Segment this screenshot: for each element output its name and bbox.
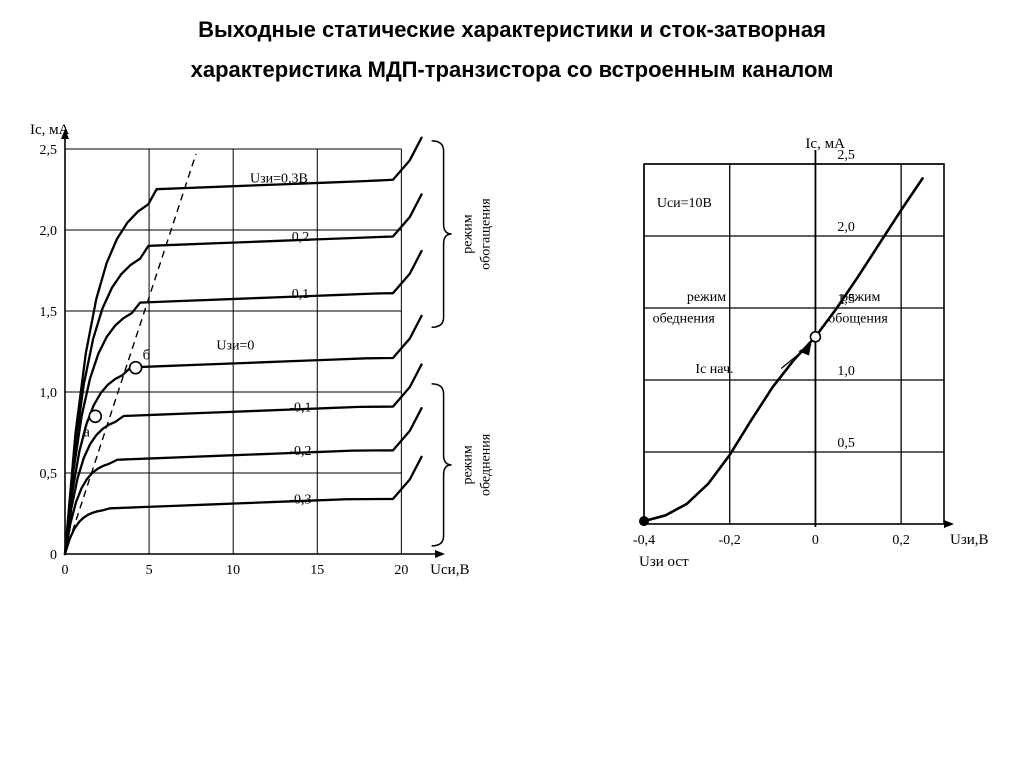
svg-text:б: б bbox=[143, 348, 151, 364]
svg-text:0: 0 bbox=[812, 533, 819, 548]
svg-text:0: 0 bbox=[50, 548, 57, 563]
svg-text:Uзи ост: Uзи ост bbox=[639, 554, 689, 570]
svg-text:режим: режим bbox=[461, 445, 476, 484]
svg-text:1,5: 1,5 bbox=[40, 305, 58, 320]
title-line-1: Выходные статические характеристики и ст… bbox=[198, 17, 826, 42]
svg-text:Uзи,В: Uзи,В bbox=[950, 532, 989, 548]
svg-text:1,0: 1,0 bbox=[40, 386, 58, 401]
svg-text:а: а bbox=[83, 424, 90, 440]
svg-text:обеднения: обеднения bbox=[479, 433, 494, 496]
charts-row: 0 0,5 1,0 1,5 2,0 2,5 0 5 10 15 20 Iс, мА Uси,В 0,2 0,… bbox=[10, 109, 1014, 644]
svg-text:режим: режим bbox=[687, 290, 726, 305]
svg-text:Iс нач.: Iс нач. bbox=[695, 362, 733, 377]
svg-text:Uси,В: Uси,В bbox=[430, 562, 469, 578]
title-line-2: характеристика МДП-транзистора со встрое… bbox=[191, 57, 834, 82]
svg-text:Uзи=0: Uзи=0 bbox=[216, 339, 254, 354]
svg-text:1,0: 1,0 bbox=[837, 364, 855, 379]
page-title: Выходные статические характеристики и ст… bbox=[10, 10, 1014, 89]
svg-text:0,5: 0,5 bbox=[837, 436, 855, 451]
svg-text:обощения: обощения bbox=[828, 312, 888, 327]
svg-text:-0,2: -0,2 bbox=[289, 444, 311, 459]
svg-text:0,1: 0,1 bbox=[292, 287, 310, 302]
svg-text:2,5: 2,5 bbox=[40, 143, 58, 158]
svg-text:Iс, мА: Iс, мА bbox=[805, 136, 845, 152]
svg-text:0,2: 0,2 bbox=[892, 533, 910, 548]
svg-text:Uзи=0,3В: Uзи=0,3В bbox=[250, 172, 308, 187]
output-characteristics-chart: 0 0,5 1,0 1,5 2,0 2,5 0 5 10 15 20 Iс, мА Uси,В 0,2 0,… bbox=[10, 109, 550, 629]
svg-text:-0,1: -0,1 bbox=[289, 400, 311, 415]
svg-text:-0,4: -0,4 bbox=[633, 533, 655, 548]
svg-text:Uси=10В: Uси=10В bbox=[657, 196, 712, 211]
svg-text:режим: режим bbox=[461, 214, 476, 253]
svg-text:2,0: 2,0 bbox=[837, 220, 855, 235]
svg-text:10: 10 bbox=[226, 563, 240, 578]
svg-text:5: 5 bbox=[146, 563, 153, 578]
svg-text:режим: режим bbox=[841, 290, 880, 305]
svg-text:-0,3: -0,3 bbox=[289, 493, 311, 508]
svg-text:обеднения: обеднения bbox=[653, 312, 716, 327]
svg-text:Iс, мА: Iс, мА bbox=[30, 122, 70, 138]
svg-text:15: 15 bbox=[310, 563, 324, 578]
svg-text:0,5: 0,5 bbox=[40, 467, 58, 482]
svg-text:обогащения: обогащения bbox=[479, 198, 494, 270]
svg-text:2,0: 2,0 bbox=[40, 224, 58, 239]
svg-text:0,2: 0,2 bbox=[292, 230, 310, 245]
svg-text:0: 0 bbox=[62, 563, 69, 578]
svg-text:20: 20 bbox=[394, 563, 408, 578]
transfer-characteristic-chart: -0,4-0,200,20,51,01,52,02,5Iс, мАUзи,ВUс… bbox=[594, 124, 1014, 644]
svg-text:-0,2: -0,2 bbox=[719, 533, 741, 548]
